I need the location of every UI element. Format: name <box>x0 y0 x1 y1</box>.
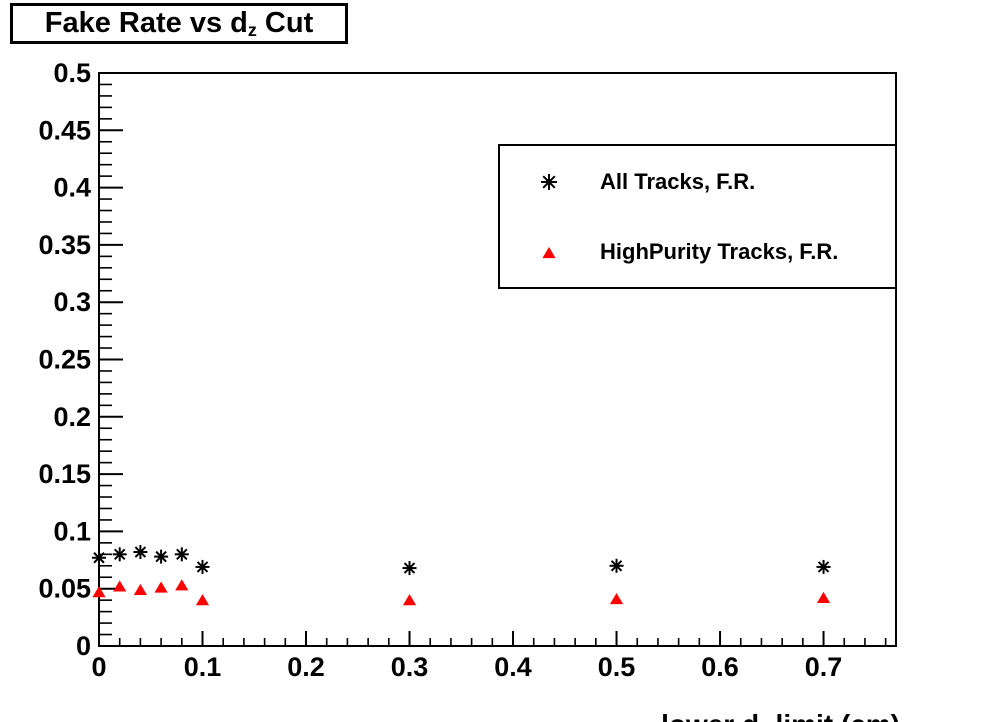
triangle-marker-icon <box>534 237 564 267</box>
x-tick-label: 0.3 <box>391 652 429 682</box>
data-point-marker-asterisk <box>609 558 624 573</box>
x-tick-label: 0 <box>91 652 106 682</box>
data-point-marker-triangle <box>175 579 189 591</box>
data-point-marker-asterisk <box>195 559 210 574</box>
y-tick-label: 0.4 <box>53 173 91 203</box>
plot-title-post: Cut <box>256 7 314 39</box>
x-tick-label: 0.2 <box>287 652 325 682</box>
legend-entry-all-tracks: All Tracks, F.R. <box>500 146 895 218</box>
data-point-marker-triangle <box>154 581 168 593</box>
x-tick-label: 0.4 <box>494 652 532 682</box>
y-tick-label: 0.05 <box>38 574 91 604</box>
legend-label: All Tracks, F.R. <box>600 169 756 194</box>
data-point-marker-asterisk <box>816 559 831 574</box>
y-tick-label: 0.25 <box>38 345 91 375</box>
data-point-marker-asterisk <box>92 550 106 565</box>
y-tick-label: 0.35 <box>38 230 91 260</box>
y-tick-label: 0.1 <box>53 516 91 546</box>
data-point-marker-triangle <box>816 591 831 603</box>
x-tick-label: 0.6 <box>701 652 739 682</box>
y-tick-label: 0.15 <box>38 459 91 489</box>
plot-title-subscript: z <box>247 19 257 40</box>
asterisk-glyph <box>541 174 557 190</box>
x-tick-label: 0.1 <box>184 652 222 682</box>
data-point-marker-asterisk <box>402 561 417 576</box>
legend-label: HighPurity Tracks, F.R. <box>600 239 839 264</box>
x-tick-label: 0.7 <box>805 652 843 682</box>
data-point-marker-triangle <box>609 593 624 605</box>
x-axis-title-post: limit (cm) <box>768 709 900 722</box>
data-point-marker-triangle <box>92 586 106 598</box>
data-point-marker-triangle <box>113 580 127 592</box>
y-tick-label: 0.2 <box>53 402 91 432</box>
y-tick-label: 0 <box>76 631 91 661</box>
x-axis-title: lower dz limit (cm) <box>630 677 900 722</box>
plot-title-pre: Fake Rate vs d <box>44 7 248 39</box>
triangle-glyph <box>542 247 556 259</box>
data-point-marker-triangle <box>133 583 148 595</box>
y-tick-label: 0.5 <box>53 58 91 88</box>
data-point-marker-asterisk <box>154 549 169 564</box>
legend-box: All Tracks, F.R. HighPurity Tracks, F.R. <box>498 144 897 289</box>
data-point-marker-triangle <box>195 594 210 606</box>
data-point-marker-asterisk <box>133 545 148 560</box>
x-tick-label: 0.5 <box>598 652 636 682</box>
plot-frame <box>98 72 897 647</box>
data-point-marker-asterisk <box>112 547 127 562</box>
data-point-marker-triangle <box>402 594 417 606</box>
y-tick-label: 0.3 <box>53 287 91 317</box>
y-tick-label: 0.45 <box>38 115 91 145</box>
legend-entry-highpurity-tracks: HighPurity Tracks, F.R. <box>500 216 895 288</box>
asterisk-marker-icon <box>534 167 564 197</box>
data-point-marker-triangle <box>542 247 556 259</box>
data-point-marker-asterisk <box>541 174 557 190</box>
x-axis-title-pre: lower d <box>661 709 759 722</box>
data-point-marker-asterisk <box>174 547 189 562</box>
